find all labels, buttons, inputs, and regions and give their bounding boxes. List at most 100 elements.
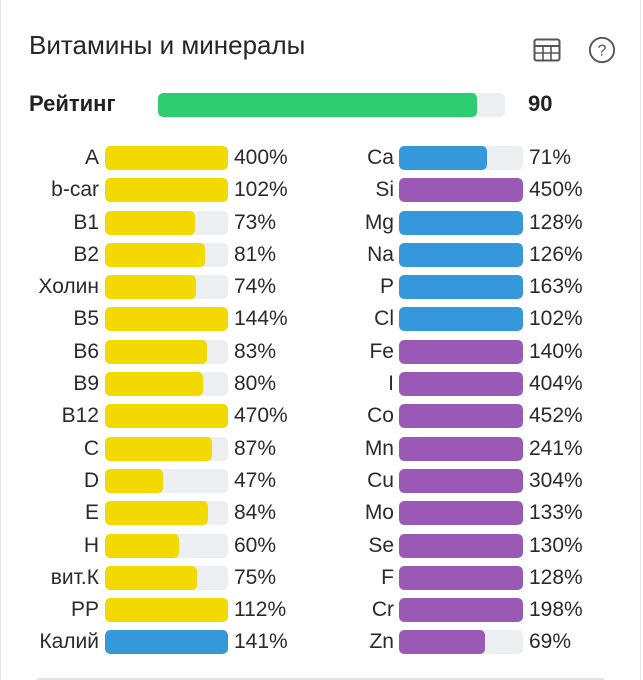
nutrient-bar [399, 436, 523, 461]
nutrient-name: PP [70, 598, 99, 622]
nutrient-bar-fill [105, 372, 204, 397]
nutrient-name: Mg [364, 210, 394, 234]
nutrient-percent: 404% [529, 372, 583, 396]
nutrient-bar-fill [105, 404, 228, 429]
nutrient-bar [399, 178, 523, 203]
nutrient-name: B9 [73, 372, 99, 396]
nutrient-bar [399, 372, 523, 397]
nutrient-name: Калий [39, 630, 99, 654]
nutrient-bar [105, 533, 228, 558]
nutrient-bar-fill [399, 146, 488, 170]
nutrient-bar-fill [399, 210, 523, 235]
nutrient-percent: 112% [234, 598, 287, 622]
nutrient-bar-fill [105, 307, 228, 332]
nutrient-name: Cu [367, 468, 394, 492]
help-icon[interactable]: ? [588, 36, 616, 64]
nutrient-percent: 87% [234, 436, 277, 460]
nutrient-name: E [84, 501, 99, 525]
nutrient-bar [399, 307, 523, 332]
nutrient-percent: 400% [234, 146, 288, 169]
nutrient-name: Si [375, 178, 394, 202]
nutrient-percent: 163% [529, 275, 583, 299]
nutrient-percent: 102% [529, 307, 583, 331]
nutrient-percent: 133% [529, 501, 583, 525]
nutrient-bar [105, 565, 228, 590]
nutrient-percent: 140% [529, 339, 583, 363]
nutrient-name: P [379, 275, 394, 299]
nutrient-percent: 450% [529, 178, 583, 202]
nutrient-percent: 128% [529, 210, 583, 234]
nutrient-percent: 452% [529, 404, 583, 428]
nutrient-percent: 102% [234, 178, 288, 202]
nutrient-bar [105, 146, 228, 170]
nutrient-bar [105, 598, 228, 623]
nutrient-bar-fill [105, 468, 163, 493]
nutrient-bar [105, 307, 228, 332]
nutrient-bar [105, 275, 228, 300]
nutrient-bar [399, 146, 523, 170]
nutrient-percent: 83% [234, 339, 277, 363]
nutrient-percent: 141% [234, 630, 288, 654]
rating-value: 90 [528, 91, 553, 116]
nutrient-percent: 470% [234, 404, 288, 428]
nutrient-percent: 71% [529, 146, 572, 169]
nutrient-bar-fill [399, 178, 523, 203]
nutrient-bar [399, 275, 523, 300]
nutrient-percent: 81% [234, 242, 277, 266]
nutrient-percent: 73% [234, 210, 277, 234]
rating-label: Рейтинг [29, 91, 116, 116]
nutrient-bar-fill [105, 565, 198, 590]
nutrient-name: B6 [73, 339, 99, 363]
nutrient-bar-fill [105, 210, 195, 235]
nutrient-name: B1 [73, 210, 99, 234]
nutrient-bar [105, 372, 228, 397]
nutrient-bar [399, 468, 523, 493]
nutrient-bar-fill [399, 275, 523, 300]
nutrient-bar [399, 501, 523, 526]
nutrient-bar-fill [399, 242, 523, 267]
svg-text:?: ? [598, 43, 607, 60]
nutrient-percent: 80% [234, 372, 277, 396]
nutrient-name: B12 [61, 404, 99, 428]
divider [37, 678, 604, 680]
nutrient-bar-fill [399, 307, 523, 332]
nutrient-name: Холин [38, 275, 99, 299]
nutrient-name: Cr [371, 598, 394, 622]
nutrient-bar [105, 404, 228, 429]
nutrient-name: B2 [73, 242, 99, 266]
nutrient-percent: 69% [529, 630, 572, 654]
nutrient-name: b-car [51, 178, 99, 202]
nutrient-name: F [381, 565, 394, 589]
nutrient-bar [399, 242, 523, 267]
nutrient-name: Fe [369, 339, 394, 363]
nutrient-percent: 128% [529, 565, 583, 589]
nutrient-bar [399, 339, 523, 364]
table-icon[interactable] [533, 36, 561, 64]
nutrient-bar [399, 630, 523, 655]
nutrient-name: Cl [374, 307, 394, 331]
nutrient-bar-fill [399, 404, 523, 429]
nutrient-bar [105, 339, 228, 364]
nutrient-name: Mn [364, 436, 394, 460]
nutrient-bar [105, 468, 228, 493]
nutrient-percent: 198% [529, 598, 583, 622]
nutrient-name: Na [367, 242, 394, 266]
nutrient-bar-fill [399, 630, 485, 655]
nutrient-bar-fill [105, 501, 209, 526]
page-title: Витамины и минералы [29, 30, 306, 60]
nutrient-name: H [83, 533, 99, 557]
nutrient-name: A [84, 146, 99, 169]
nutrient-bar-fill [399, 372, 523, 397]
nutrient-bar [399, 404, 523, 429]
nutrient-name: Mo [364, 501, 394, 525]
nutrient-percent: 84% [234, 501, 277, 525]
nutrient-bar [105, 630, 228, 655]
nutrient-bar-fill [399, 533, 523, 558]
nutrient-bar-fill [105, 598, 228, 623]
nutrient-bar-fill [105, 533, 179, 558]
nutrient-bar [399, 565, 523, 590]
nutrient-bar [399, 598, 523, 623]
nutrient-bar-fill [399, 468, 523, 493]
nutrient-bar-fill [105, 630, 228, 655]
